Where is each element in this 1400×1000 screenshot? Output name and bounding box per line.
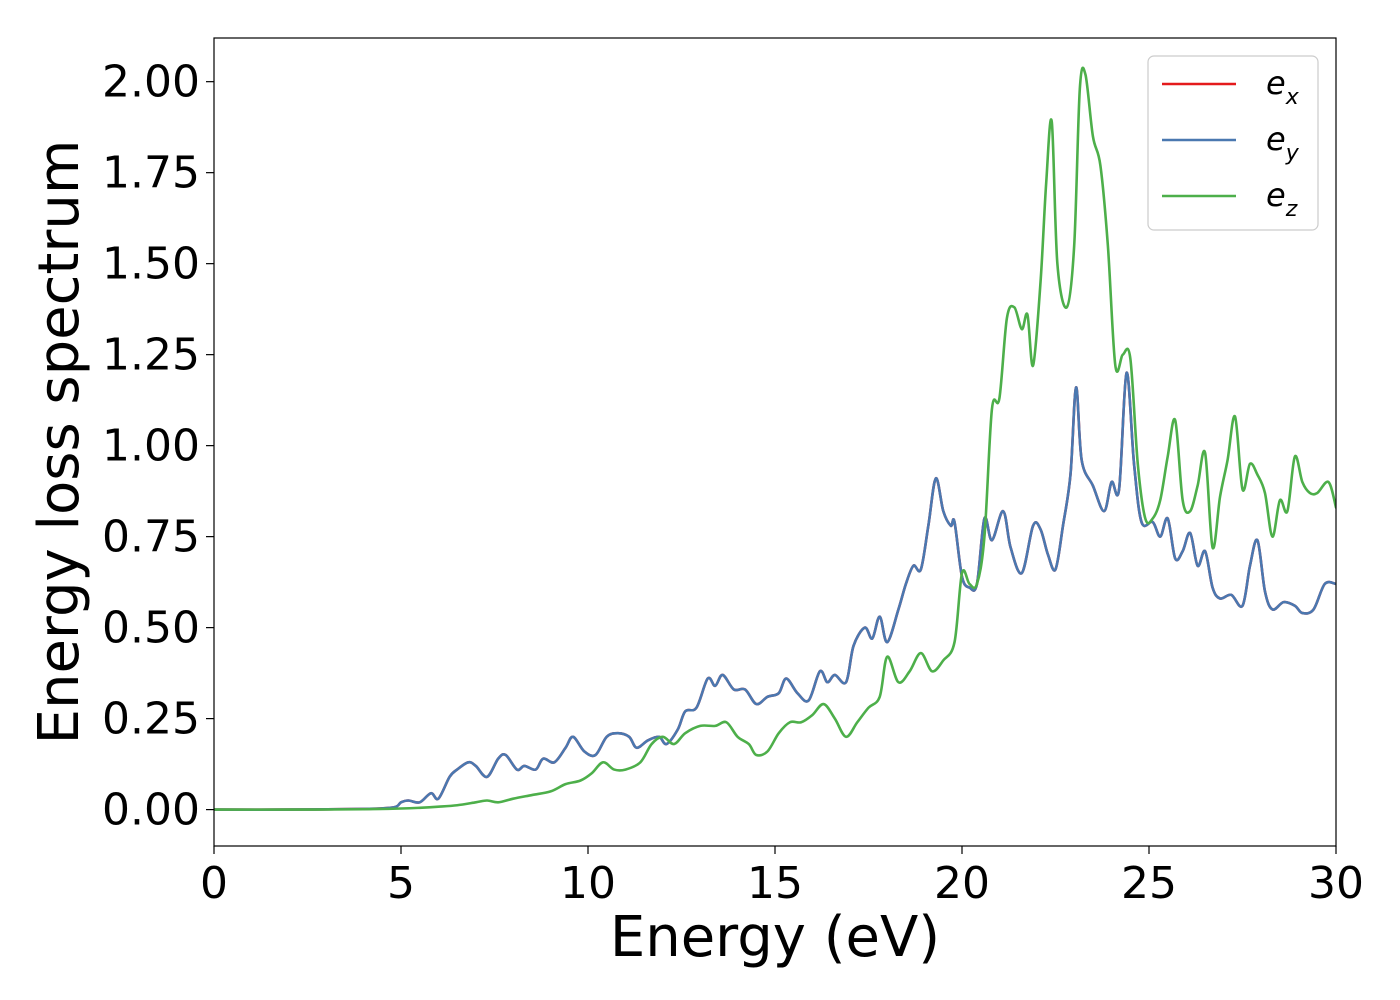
y-tick-label: 2.00: [102, 57, 200, 108]
y-tick-label: 1.50: [102, 239, 200, 290]
x-tick-label: 0: [200, 858, 228, 909]
x-tick-label: 15: [747, 858, 803, 909]
x-tick-label: 5: [387, 858, 415, 909]
legend-label-base: e: [1266, 120, 1286, 158]
x-tick-label: 10: [560, 858, 616, 909]
y-tick-label: 1.25: [102, 330, 200, 381]
y-tick-label: 0.25: [102, 694, 200, 745]
x-axis-title: Energy (eV): [610, 905, 940, 970]
y-tick-label: 0.75: [102, 512, 200, 563]
y-axis-title: Energy loss spectrum: [27, 140, 92, 745]
legend-label: ex: [1266, 64, 1300, 110]
legend-label-subscript: y: [1285, 141, 1300, 166]
x-tick-label: 20: [934, 858, 990, 909]
legend-label-subscript: x: [1285, 85, 1300, 110]
y-axis: 0.00 0.25 0.50 0.75 1.00 1.25 1.50 1.75 2.00: [102, 57, 214, 836]
series-line-ex: [214, 371, 1336, 811]
x-tick-label: 30: [1308, 858, 1364, 909]
legend-label: ez: [1266, 176, 1298, 222]
legend-label: ey: [1266, 120, 1300, 166]
y-tick-label: 1.75: [102, 148, 200, 199]
legend-box: [1147, 55, 1319, 231]
series-line-ez: [214, 66, 1336, 811]
legend-label-base: e: [1266, 64, 1286, 102]
x-tick-label: 25: [1121, 858, 1177, 909]
legend-label-subscript: z: [1285, 197, 1298, 222]
y-tick-label: 0.50: [102, 603, 200, 654]
series-layer: [214, 66, 1336, 811]
y-tick-label: 0.00: [102, 785, 200, 836]
x-axis: 0 5 10 15 20 25 30: [200, 846, 1364, 909]
y-tick-label: 1.00: [102, 421, 200, 472]
series-line-ey: [214, 371, 1336, 811]
legend-label-base: e: [1266, 176, 1286, 214]
